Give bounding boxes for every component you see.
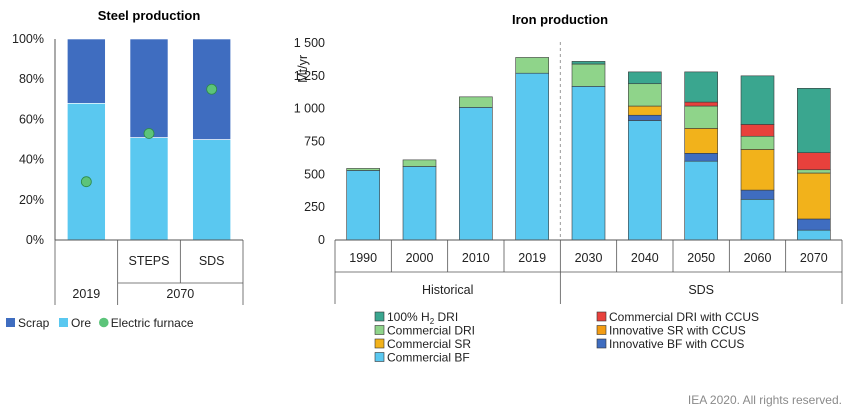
iron-bar-commercial-bf-2010: [459, 107, 493, 241]
steel-group-label: 2019: [72, 287, 100, 301]
iron-bar-100-h2-dri-2060: [740, 75, 775, 125]
iron-y-tick: 1 250: [294, 69, 325, 83]
iron-legend-label: Commercial SR: [387, 337, 471, 351]
steel-category-label: SDS: [199, 254, 225, 268]
iron-category-label: 2070: [800, 251, 828, 265]
iron-bar-commercial-dri-with-ccus-2050: [684, 101, 718, 107]
iron-bar-innovative-bf-with-ccus-2050: [684, 153, 718, 162]
iron-category-label: 2060: [744, 251, 772, 265]
iron-bar-100-h2-dri-2070: [797, 88, 831, 153]
iron-bar-commercial-bf-2000: [402, 166, 437, 241]
iron-bar-commercial-sr-2070: [797, 172, 831, 220]
iron-group-label: Historical: [422, 283, 473, 297]
iron-bar-commercial-dri-2000: [402, 159, 437, 167]
iron-chart-title: Iron production: [512, 12, 608, 27]
iron-category-label: 2000: [406, 251, 434, 265]
steel-y-tick: 40%: [19, 153, 44, 167]
iron-y-axis-label: Mt/yr: [296, 55, 310, 83]
steel-marker-electric-furnace-steps: [143, 128, 155, 139]
iron-bar-100-h2-dri-2030: [571, 61, 606, 65]
iron-bar-commercial-dri-2040: [628, 83, 662, 107]
iron-bar-innovative-bf-with-ccus-2070: [797, 218, 831, 231]
iron-bar-commercial-bf-2070: [797, 229, 831, 241]
steel-bar-scrap-steps: [129, 38, 169, 138]
iron-legend-swatch-innovative-sr-with-ccus: [596, 325, 607, 335]
iron-bar-commercial-dri-with-ccus-2070: [797, 152, 831, 171]
steel-legend-swatch-ore: [59, 318, 68, 327]
steel-y-tick: 80%: [19, 72, 44, 86]
iron-category-label: 2019: [518, 251, 546, 265]
iron-category-label: 2010: [462, 251, 490, 265]
iron-legend-label: Innovative SR with CCUS: [609, 324, 746, 338]
steel-legend-label: Electric furnace: [111, 316, 194, 330]
steel-legend-swatch-electric-furnace: [99, 317, 109, 328]
iron-bar-commercial-dri-with-ccus-2060: [740, 124, 775, 137]
iron-legend-swatch-commercial-dri-with-ccus: [596, 311, 607, 322]
steel-category-label: STEPS: [129, 254, 170, 268]
iron-legend-swatch-innovative-bf-with-ccus: [596, 338, 607, 349]
iron-bar-commercial-dri-2070: [797, 169, 831, 174]
source-note: IEA 2020. All rights reserved.: [688, 393, 842, 407]
iron-bar-100-h2-dri-2040: [628, 71, 662, 85]
iron-legend-label: Commercial BF: [387, 351, 470, 365]
steel-y-tick: 100%: [12, 32, 44, 46]
steel-y-tick: 0%: [26, 233, 44, 247]
steel-legend-label: Ore: [71, 316, 91, 330]
steel-y-tick: 20%: [19, 193, 44, 207]
iron-bar-commercial-dri-2030: [571, 63, 606, 87]
steel-group-label: 2070: [166, 287, 194, 301]
iron-bar-100-h2-dri-2050: [684, 71, 718, 103]
iron-bar-commercial-bf-2050: [684, 160, 718, 241]
steel-chart-title: Steel production: [98, 8, 201, 23]
iron-y-tick: 750: [304, 135, 325, 149]
iron-category-label: 1990: [349, 251, 377, 265]
iron-category-label: 2050: [687, 251, 715, 265]
steel-marker-electric-furnace-2019: [80, 176, 92, 188]
iron-category-label: 2030: [575, 251, 603, 265]
iron-bar-commercial-bf-2019: [515, 72, 549, 241]
iron-legend-label: Innovative BF with CCUS: [609, 337, 744, 351]
steel-bar-ore-2019: [67, 103, 106, 241]
iron-y-tick: 0: [318, 233, 325, 247]
iron-category-label: 2040: [631, 251, 659, 265]
iron-group-label: SDS: [688, 283, 714, 297]
iron-y-tick: 1 000: [294, 102, 325, 116]
iron-legend-swatch-commercial-dri: [374, 325, 385, 335]
steel-legend-label: Scrap: [18, 316, 50, 330]
iron-y-tick: 250: [304, 200, 325, 214]
iron-legend-swatch-100-h-dri: [374, 311, 385, 322]
steel-bar-ore-sds: [192, 139, 231, 241]
iron-legend-label: Commercial DRI with CCUS: [609, 310, 759, 324]
iron-legend-swatch-commercial-sr: [374, 338, 385, 349]
iron-bar-commercial-bf-2030: [571, 86, 606, 241]
iron-y-tick: 500: [304, 167, 325, 181]
iron-bar-commercial-bf-1990: [346, 170, 380, 241]
steel-y-tick: 60%: [19, 112, 44, 126]
iron-bar-commercial-dri-2010: [459, 96, 493, 108]
iron-bar-commercial-dri-2050: [684, 105, 718, 129]
iron-bar-commercial-bf-2040: [628, 120, 662, 241]
iron-bar-innovative-bf-with-ccus-2040: [628, 114, 662, 121]
iron-bar-commercial-bf-2060: [740, 198, 775, 241]
iron-bar-commercial-dri-1990: [346, 168, 380, 171]
steel-legend-swatch-scrap: [6, 318, 15, 327]
steel-bar-ore-steps: [129, 137, 169, 241]
iron-legend-label: Commercial DRI: [387, 324, 475, 338]
steel-marker-electric-furnace-sds: [206, 83, 218, 95]
iron-bar-commercial-dri-2019: [515, 57, 549, 74]
iron-legend-swatch-commercial-bf: [374, 352, 385, 362]
iron-legend-label: 100% H2 DRI: [387, 310, 458, 326]
iron-y-tick: 1 500: [294, 36, 325, 50]
iron-bar-commercial-sr-2060: [740, 149, 775, 191]
iron-bar-commercial-dri-2060: [740, 135, 775, 150]
iron-bar-innovative-bf-with-ccus-2060: [740, 189, 775, 200]
iron-bar-commercial-sr-2040: [628, 105, 662, 116]
steel-bar-scrap-2019: [67, 38, 106, 104]
iron-bar-commercial-sr-2050: [684, 128, 718, 154]
